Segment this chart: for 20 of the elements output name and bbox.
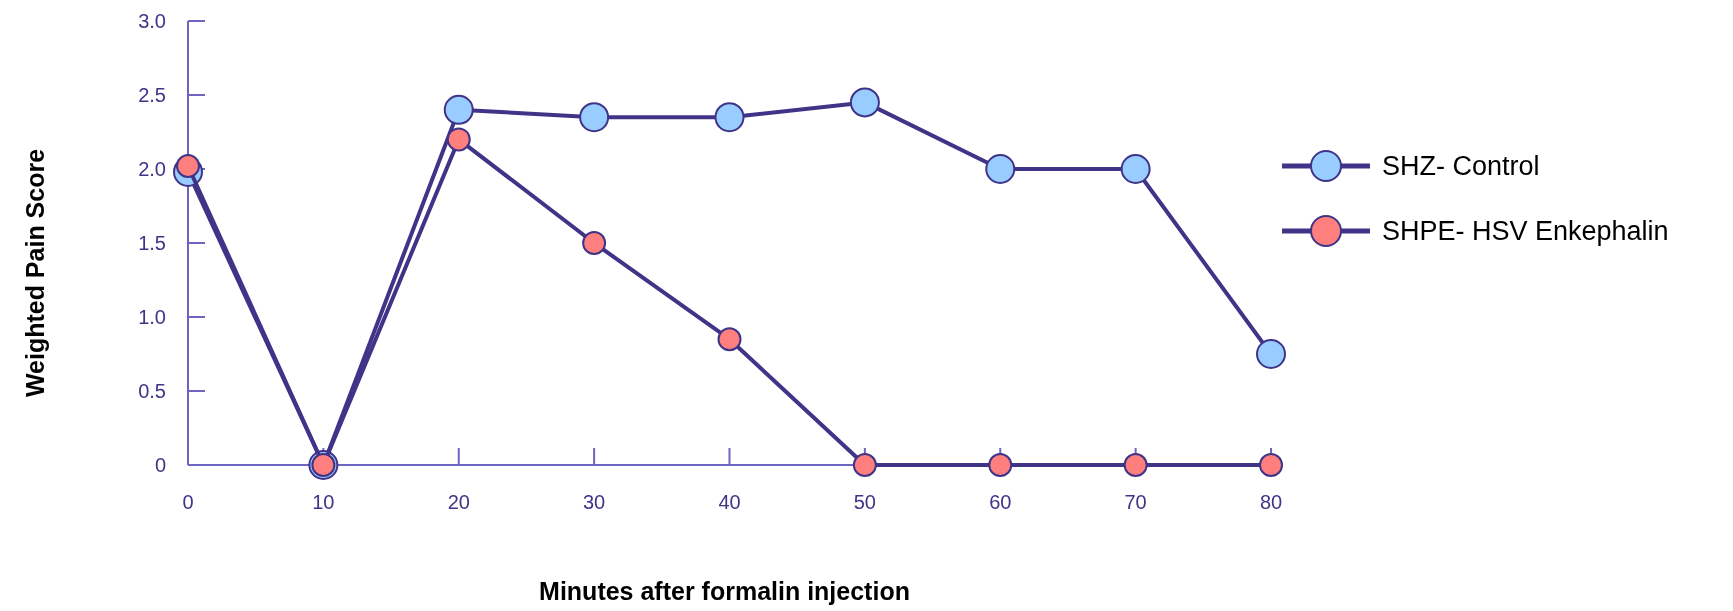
x-tick-label: 30	[583, 491, 606, 513]
y-tick-label: 2.5	[138, 84, 166, 106]
y-tick-label: 1.5	[138, 232, 166, 254]
x-tick-label: 10	[312, 491, 335, 513]
x-tick-label: 70	[1124, 491, 1147, 513]
x-tick-label: 0	[182, 491, 194, 513]
y-tick-label: 1.0	[138, 306, 166, 328]
legend-label: SHPE- HSV Enkephalin	[1382, 216, 1669, 247]
x-tick-label: 60	[989, 491, 1012, 513]
x-tick-label: 80	[1259, 491, 1283, 513]
x-tick-label: 20	[447, 491, 470, 513]
y-tick-label: 0	[154, 454, 166, 476]
x-tick-label: 40	[718, 491, 741, 513]
y-axis-title: Weighted Pain Score	[21, 148, 49, 398]
y-tick-label: 0.5	[138, 380, 166, 402]
y-tick-label: 3.0	[138, 10, 166, 32]
x-tick-label: 50	[853, 491, 876, 513]
y-tick-label: 2.0	[138, 158, 166, 180]
legend-label: SHZ- Control	[1382, 151, 1540, 182]
x-axis-title: Minutes after formalin injection	[539, 577, 910, 605]
